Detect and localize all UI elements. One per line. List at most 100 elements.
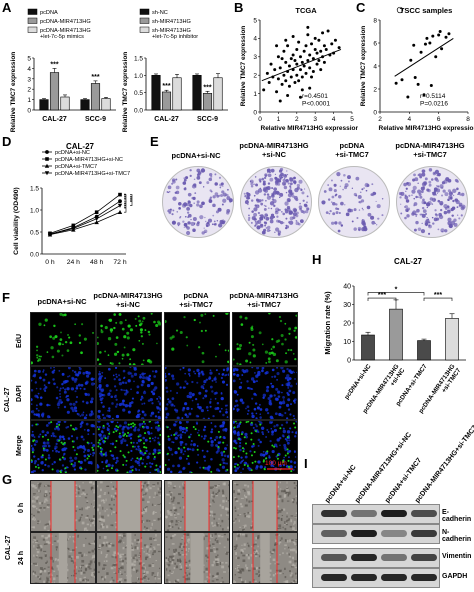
cell-nucleus — [150, 381, 154, 386]
cell-texture — [47, 534, 50, 537]
cell-nucleus — [74, 427, 78, 431]
cell-texture — [75, 565, 78, 569]
colony — [332, 212, 336, 216]
cell-texture — [221, 565, 225, 569]
cell-nucleus — [130, 459, 133, 461]
cell-texture — [210, 549, 213, 552]
colony — [246, 196, 250, 200]
cell-texture — [237, 507, 239, 510]
cell-nucleus — [266, 385, 270, 389]
cell-nucleus — [121, 431, 125, 434]
cell-nucleus — [133, 380, 135, 383]
cell-texture — [159, 503, 161, 505]
bar — [49, 72, 60, 111]
cell-nucleus — [292, 414, 295, 417]
cell-texture — [93, 568, 95, 571]
cell-nucleus — [238, 466, 241, 468]
cell-nucleus — [282, 399, 285, 401]
protein-label: GAPDH — [442, 573, 468, 580]
colony — [263, 217, 266, 220]
significance-bracket — [367, 297, 397, 302]
edu-positive-cell — [144, 452, 147, 455]
colony — [421, 206, 425, 210]
cell-nucleus — [171, 441, 173, 443]
cell-texture — [93, 499, 95, 502]
colony — [335, 211, 339, 215]
x-tick-label-line1: pcDNA+si-NC — [343, 363, 373, 401]
cell-texture — [239, 513, 242, 516]
cell-nucleus — [238, 343, 243, 347]
cell-nucleus — [82, 411, 85, 414]
legend-label: pcDNA — [40, 10, 58, 16]
cell-nucleus — [282, 435, 285, 438]
cell-nucleus — [220, 407, 223, 410]
colony — [183, 178, 187, 182]
cell-texture — [176, 551, 180, 555]
cell-nucleus — [181, 430, 184, 434]
cell-nucleus — [218, 469, 221, 472]
cell-nucleus — [158, 402, 163, 406]
cell-texture — [217, 522, 220, 524]
colony — [451, 214, 454, 217]
micro-row-label: Merge — [16, 435, 23, 456]
edu-positive-cell — [293, 422, 296, 425]
cell-nucleus — [42, 441, 46, 445]
cell-texture — [258, 566, 262, 570]
cell-texture — [85, 554, 88, 556]
cell-nucleus — [159, 396, 163, 400]
cell-nucleus — [39, 376, 42, 380]
cell-texture — [36, 490, 39, 492]
colony — [406, 209, 409, 213]
significance-label: *** — [91, 74, 99, 81]
cell-nucleus — [135, 324, 138, 327]
colony — [262, 182, 266, 186]
data-point — [293, 58, 297, 62]
cell-texture — [39, 572, 42, 576]
cell-nucleus — [244, 432, 248, 436]
cell-nucleus — [221, 380, 226, 384]
colony — [187, 192, 192, 197]
data-point — [437, 33, 441, 37]
cell-nucleus — [100, 389, 104, 393]
plate-header: pcDNA+si-NC — [171, 151, 221, 160]
edu-positive-cell — [86, 457, 89, 460]
cell-texture — [292, 564, 296, 567]
cell-texture — [119, 553, 122, 557]
cell-texture — [32, 570, 35, 573]
cell-nucleus — [193, 370, 195, 373]
cell-nucleus — [281, 400, 286, 405]
cell-texture — [278, 524, 282, 528]
cell-nucleus — [235, 399, 238, 403]
cell-nucleus — [189, 448, 192, 451]
cell-texture — [269, 573, 271, 576]
cell-texture — [286, 500, 290, 502]
cell-nucleus — [33, 375, 36, 378]
cell-nucleus — [37, 435, 41, 438]
cell-nucleus — [163, 366, 167, 370]
cell-nucleus — [136, 385, 140, 389]
colony — [286, 170, 288, 172]
cell-nucleus — [287, 408, 291, 411]
cell-texture — [286, 519, 289, 522]
y-tick-label: 2 — [373, 86, 377, 93]
series-line — [49, 194, 121, 234]
cell-texture — [214, 533, 217, 536]
colony — [266, 193, 270, 196]
cell-nucleus — [265, 389, 269, 393]
edu-positive-cell — [287, 465, 290, 468]
cell-texture — [171, 555, 174, 559]
cell-texture — [182, 496, 184, 499]
colony — [331, 201, 333, 203]
cell-texture — [245, 553, 248, 557]
cell-texture — [295, 538, 297, 540]
colony — [263, 208, 267, 211]
cell-nucleus — [139, 375, 142, 379]
cell-texture — [136, 577, 138, 580]
cell-texture — [101, 525, 105, 529]
colony — [438, 212, 443, 217]
chart-title: TCGA — [295, 6, 317, 15]
cell-texture — [40, 548, 43, 552]
scale-bar-label: 100 μm — [265, 460, 287, 467]
cell-nucleus — [280, 423, 284, 427]
edu-positive-cell — [115, 430, 118, 433]
